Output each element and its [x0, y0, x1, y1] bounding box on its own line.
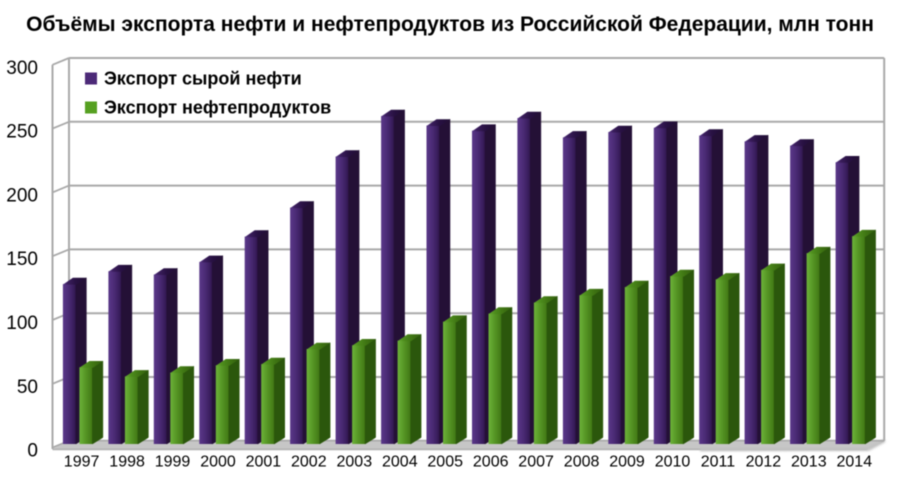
svg-text:200: 200: [6, 185, 38, 206]
svg-text:1999: 1999: [155, 454, 191, 471]
svg-text:2003: 2003: [337, 454, 373, 471]
svg-text:2004: 2004: [382, 454, 418, 471]
svg-text:50: 50: [17, 377, 38, 398]
svg-text:150: 150: [6, 249, 38, 270]
svg-text:2009: 2009: [609, 454, 645, 471]
svg-text:2010: 2010: [655, 454, 691, 471]
svg-text:2008: 2008: [564, 454, 600, 471]
svg-text:300: 300: [6, 58, 38, 79]
svg-text:2001: 2001: [246, 454, 282, 471]
svg-text:2002: 2002: [291, 454, 327, 471]
svg-text:1998: 1998: [109, 454, 145, 471]
svg-text:1997: 1997: [64, 454, 100, 471]
svg-text:Экспорт нефтепродуктов: Экспорт нефтепродуктов: [104, 98, 331, 118]
svg-text:2005: 2005: [427, 454, 463, 471]
svg-text:2014: 2014: [837, 454, 873, 471]
svg-text:250: 250: [6, 122, 38, 143]
svg-text:0: 0: [27, 441, 38, 462]
svg-text:2000: 2000: [200, 454, 236, 471]
svg-text:2011: 2011: [701, 454, 736, 471]
svg-text:100: 100: [6, 313, 38, 334]
svg-text:2006: 2006: [473, 454, 509, 471]
svg-text:2007: 2007: [518, 454, 554, 471]
svg-text:2012: 2012: [746, 454, 782, 471]
svg-text:2013: 2013: [791, 454, 827, 471]
svg-text:Экспорт сырой нефти: Экспорт сырой нефти: [104, 69, 302, 89]
